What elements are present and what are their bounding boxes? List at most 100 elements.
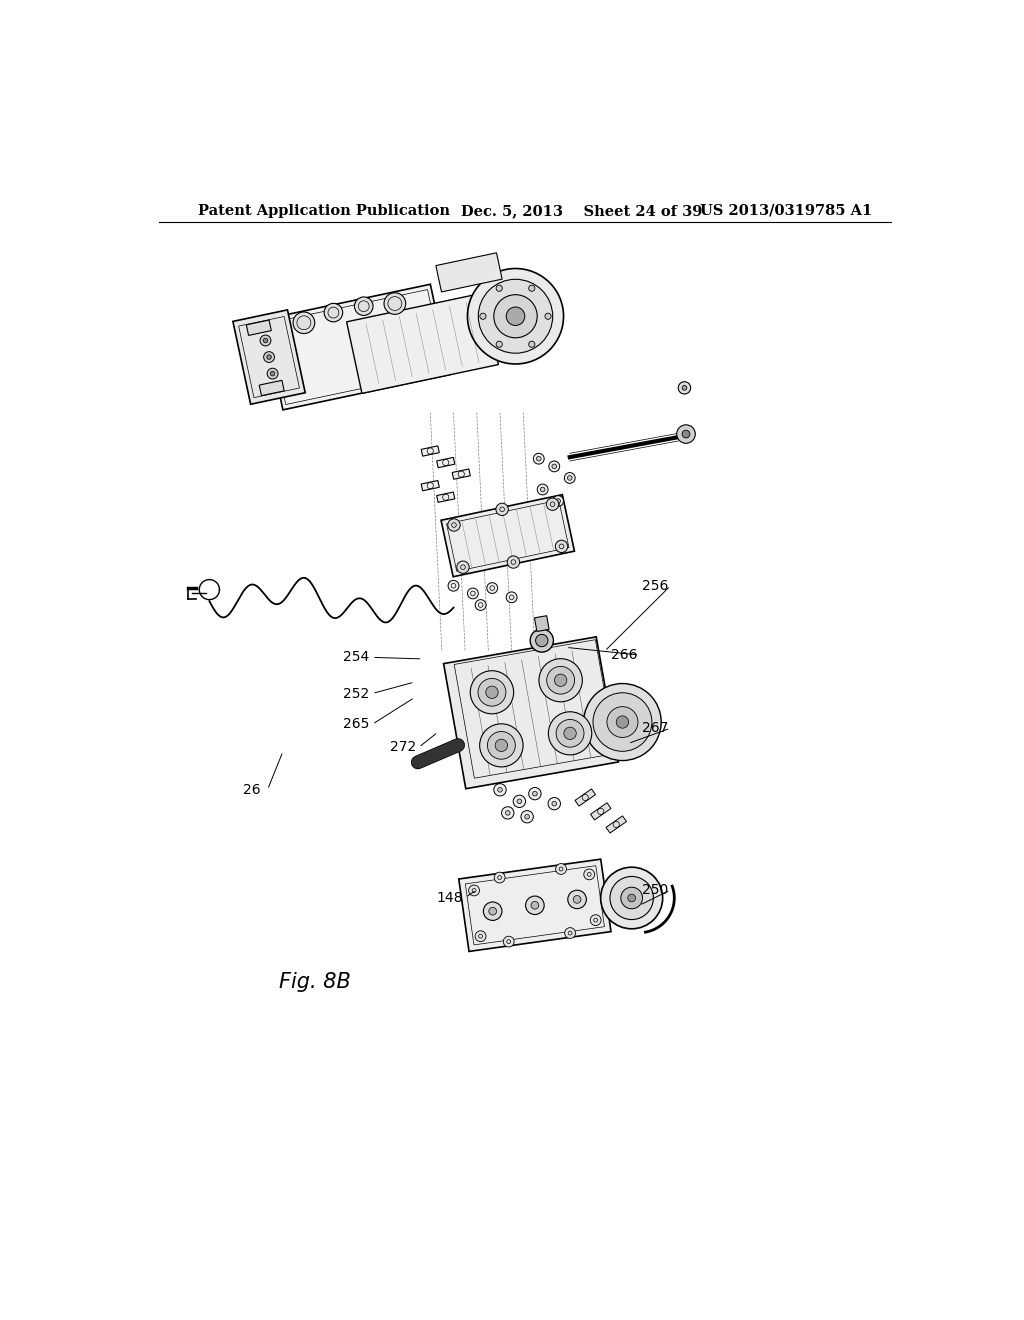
Circle shape	[537, 457, 541, 461]
Circle shape	[470, 671, 514, 714]
Circle shape	[590, 915, 601, 925]
Circle shape	[564, 928, 575, 939]
Circle shape	[263, 351, 274, 363]
Circle shape	[506, 308, 524, 326]
Circle shape	[521, 810, 534, 822]
Polygon shape	[346, 293, 499, 393]
Circle shape	[293, 312, 314, 334]
Polygon shape	[535, 615, 549, 631]
Circle shape	[478, 678, 506, 706]
Text: 272: 272	[390, 741, 416, 755]
Circle shape	[447, 519, 460, 531]
Circle shape	[538, 484, 548, 495]
Circle shape	[475, 931, 486, 941]
Circle shape	[682, 385, 687, 391]
Text: 265: 265	[343, 717, 370, 731]
Text: Patent Application Publication: Patent Application Publication	[198, 203, 450, 218]
Circle shape	[584, 869, 595, 879]
Circle shape	[495, 873, 505, 883]
Circle shape	[467, 268, 563, 364]
Circle shape	[564, 473, 575, 483]
Polygon shape	[263, 284, 450, 409]
Circle shape	[267, 368, 279, 379]
Circle shape	[555, 540, 567, 553]
Circle shape	[467, 589, 478, 599]
Circle shape	[469, 886, 479, 896]
Circle shape	[556, 499, 560, 503]
Circle shape	[483, 902, 502, 920]
Circle shape	[567, 890, 587, 908]
Text: 256: 256	[642, 578, 669, 593]
Circle shape	[496, 503, 508, 516]
Circle shape	[354, 297, 373, 315]
Polygon shape	[591, 803, 611, 820]
Circle shape	[503, 936, 514, 946]
Circle shape	[480, 313, 486, 319]
Circle shape	[502, 807, 514, 818]
Circle shape	[677, 425, 695, 444]
Circle shape	[616, 715, 629, 729]
Polygon shape	[436, 252, 502, 292]
Circle shape	[498, 788, 503, 792]
Circle shape	[513, 795, 525, 808]
Circle shape	[457, 561, 469, 573]
Circle shape	[621, 887, 642, 908]
Circle shape	[573, 895, 581, 903]
Circle shape	[528, 788, 541, 800]
Circle shape	[564, 727, 577, 739]
Circle shape	[607, 706, 638, 738]
Circle shape	[682, 430, 690, 438]
Polygon shape	[453, 469, 470, 479]
Circle shape	[487, 731, 515, 759]
Circle shape	[494, 294, 538, 338]
Polygon shape	[575, 789, 596, 807]
Circle shape	[494, 784, 506, 796]
Circle shape	[506, 810, 510, 816]
Circle shape	[479, 723, 523, 767]
Circle shape	[524, 814, 529, 818]
Text: Fig. 8B: Fig. 8B	[280, 973, 351, 993]
Circle shape	[552, 801, 557, 807]
Polygon shape	[259, 380, 285, 396]
Circle shape	[567, 475, 572, 480]
Circle shape	[547, 667, 574, 694]
Circle shape	[384, 293, 406, 314]
Circle shape	[260, 335, 271, 346]
Circle shape	[528, 285, 535, 292]
Circle shape	[486, 582, 498, 594]
Circle shape	[266, 355, 271, 359]
Circle shape	[488, 907, 497, 915]
Circle shape	[556, 719, 584, 747]
Circle shape	[517, 799, 521, 804]
Polygon shape	[459, 859, 611, 952]
Circle shape	[485, 686, 498, 698]
Text: 266: 266	[610, 648, 637, 663]
Circle shape	[496, 285, 503, 292]
Polygon shape	[232, 310, 305, 404]
Text: 26: 26	[243, 783, 261, 797]
Circle shape	[593, 693, 652, 751]
Polygon shape	[421, 480, 439, 491]
Polygon shape	[247, 319, 271, 335]
Text: Dec. 5, 2013    Sheet 24 of 39: Dec. 5, 2013 Sheet 24 of 39	[461, 203, 702, 218]
Circle shape	[601, 867, 663, 929]
Circle shape	[556, 863, 566, 874]
Polygon shape	[443, 636, 618, 789]
Circle shape	[528, 341, 535, 347]
Circle shape	[531, 902, 539, 909]
Circle shape	[507, 556, 519, 568]
Circle shape	[506, 591, 517, 603]
Polygon shape	[606, 816, 627, 833]
Polygon shape	[441, 495, 574, 577]
Text: 267: 267	[642, 721, 669, 735]
Polygon shape	[421, 446, 439, 457]
Circle shape	[554, 675, 567, 686]
Text: US 2013/0319785 A1: US 2013/0319785 A1	[699, 203, 872, 218]
Circle shape	[553, 496, 563, 507]
Text: 148: 148	[436, 891, 463, 904]
Circle shape	[610, 876, 653, 920]
Circle shape	[325, 304, 343, 322]
Circle shape	[536, 635, 548, 647]
Circle shape	[548, 797, 560, 809]
Circle shape	[530, 630, 553, 652]
